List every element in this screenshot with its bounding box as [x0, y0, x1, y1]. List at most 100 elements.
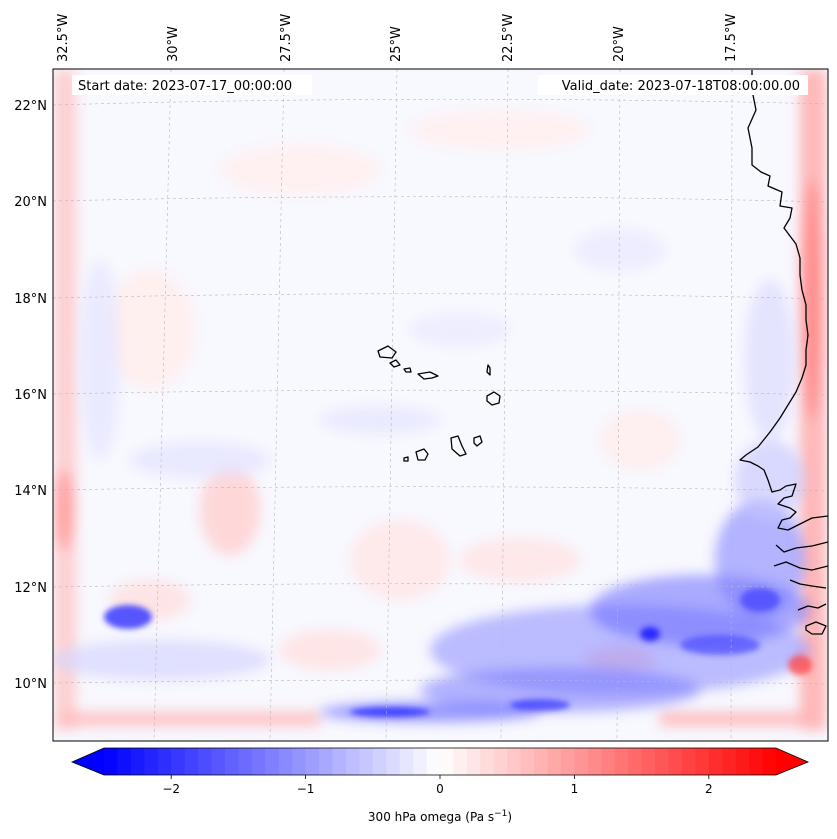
colorbar-segment: [319, 748, 333, 775]
colorbar-tick-label: −1: [297, 782, 315, 796]
colorbar-segment: [184, 748, 199, 775]
colorbar-segment: [359, 748, 374, 775]
colorbar-ticks: −2 −1 0 1 2: [162, 775, 713, 796]
colorbar-segment: [614, 748, 629, 775]
meridian-line: [730, 69, 733, 741]
meridian-line: [153, 69, 172, 741]
island-sao-nicolau: [417, 371, 439, 380]
omega-negative-core: [788, 655, 812, 675]
longitude-labels: 32.5°W 30°W 27.5°W 25°W 22.5°W 20°W 17.5…: [56, 14, 739, 62]
meridian-line: [616, 69, 621, 741]
colorbar-tick-label: 0: [436, 782, 444, 796]
map-panel[interactable]: Start date: 2023-07-17_00:00:00 Valid_da…: [40, 68, 829, 742]
omega-negative-core: [350, 707, 430, 717]
colorbar-segment: [171, 748, 186, 775]
colorbar-segment: [144, 748, 159, 775]
colorbar-segment: [198, 748, 213, 775]
colorbar-segment: [224, 748, 239, 775]
omega-negative-core: [680, 635, 760, 655]
colorbar-segment: [386, 748, 401, 775]
lat-tick-label: 16°N: [14, 388, 47, 403]
meridian-line: [385, 69, 398, 741]
colorbar-segment: [238, 748, 253, 775]
colorbar-segment: [480, 748, 495, 775]
colorbar-tick-label: 1: [571, 782, 579, 796]
island-boa-vista: [486, 391, 501, 406]
map-frame: [52, 68, 829, 742]
colorbar-tick-label: −2: [162, 782, 180, 796]
colorbar-segment: [749, 748, 764, 775]
lon-tick-label: 30°W: [166, 26, 181, 62]
lat-tick-label: 12°N: [14, 581, 47, 596]
lon-tick-label: 20°W: [612, 26, 627, 62]
colorbar-segment: [547, 748, 562, 775]
colorbar-outline: [70, 747, 810, 776]
colorbar-segment: [372, 748, 387, 775]
colorbar-segment: [345, 748, 360, 775]
colorbar-segment: [762, 748, 777, 775]
colorbar-segments: [72, 748, 808, 775]
colorbar-segment: [722, 748, 737, 775]
parallel-line: [53, 196, 828, 203]
colorbar-segment: [708, 748, 723, 775]
omega-negative-band: [575, 230, 665, 270]
colorbar-segment: [655, 748, 669, 775]
start-date-box: Start date: 2023-07-17_00:00:00: [72, 75, 312, 95]
colorbar-segment: [695, 748, 710, 775]
colorbar-title: 300 hPa omega (Pa s−1): [368, 809, 512, 824]
colorbar-segment: [587, 748, 602, 775]
colorbar-segment: [211, 748, 226, 775]
omega-positive-blob: [410, 110, 590, 150]
omega-positive-west-edge: [54, 70, 76, 730]
graticule: [40, 69, 828, 741]
island-fogo: [415, 448, 429, 461]
colorbar-segment: [574, 748, 589, 775]
lon-tick-label: 25°W: [389, 26, 404, 62]
colorbar-segment: [681, 748, 696, 775]
parallel-line: [53, 293, 828, 300]
colorbar-segment: [466, 748, 481, 775]
island-santa-luzia: [403, 367, 412, 373]
lat-tick-label: 22°N: [14, 99, 47, 114]
omega-positive-blob: [350, 520, 450, 600]
lat-tick-label: 20°N: [14, 195, 47, 210]
omega-positive-blob: [280, 630, 380, 670]
omega-negative-band: [320, 406, 440, 434]
colorbar-segment: [601, 748, 616, 775]
omega-negative-band: [53, 640, 270, 680]
africa-coastline: [739, 70, 828, 531]
lon-tick-label: 32.5°W: [56, 14, 71, 62]
colorbar-segment: [251, 748, 266, 775]
island-santiago: [450, 435, 467, 457]
omega-positive-south-edge: [60, 712, 320, 726]
meridian-line: [40, 69, 52, 741]
omega-negative-core: [104, 605, 152, 629]
parallel-line: [53, 389, 828, 396]
colorbar-segment: [628, 748, 643, 775]
colorbar-segment: [493, 748, 508, 775]
colorbar-segment: [560, 748, 575, 775]
omega-negative-core: [640, 627, 660, 641]
omega-positive-blob: [460, 538, 580, 582]
omega-negative-band: [80, 260, 120, 460]
lat-tick-label: 10°N: [14, 677, 47, 692]
omega-positive-blob: [105, 270, 195, 390]
omega-negative-core: [740, 588, 780, 612]
colorbar-segment: [157, 748, 172, 775]
colorbar-segment: [117, 748, 132, 775]
island-sal: [486, 364, 491, 376]
meridian-line: [500, 69, 509, 741]
island-maio: [473, 435, 483, 447]
island-brava: [403, 456, 409, 462]
lat-tick-label: 18°N: [14, 292, 47, 307]
valid-date-box: Valid_date: 2023-07-18T08:00:00.00: [538, 75, 808, 95]
colorbar-segment: [534, 748, 549, 775]
parallel-line: [53, 679, 828, 685]
colorbar-segment: [104, 748, 118, 775]
colorbar-segment: [399, 748, 414, 775]
omega-positive-west-core: [54, 470, 74, 550]
meridian-line: [269, 69, 285, 741]
lat-tick-label: 14°N: [14, 484, 47, 499]
colorbar-segment: [130, 748, 145, 775]
